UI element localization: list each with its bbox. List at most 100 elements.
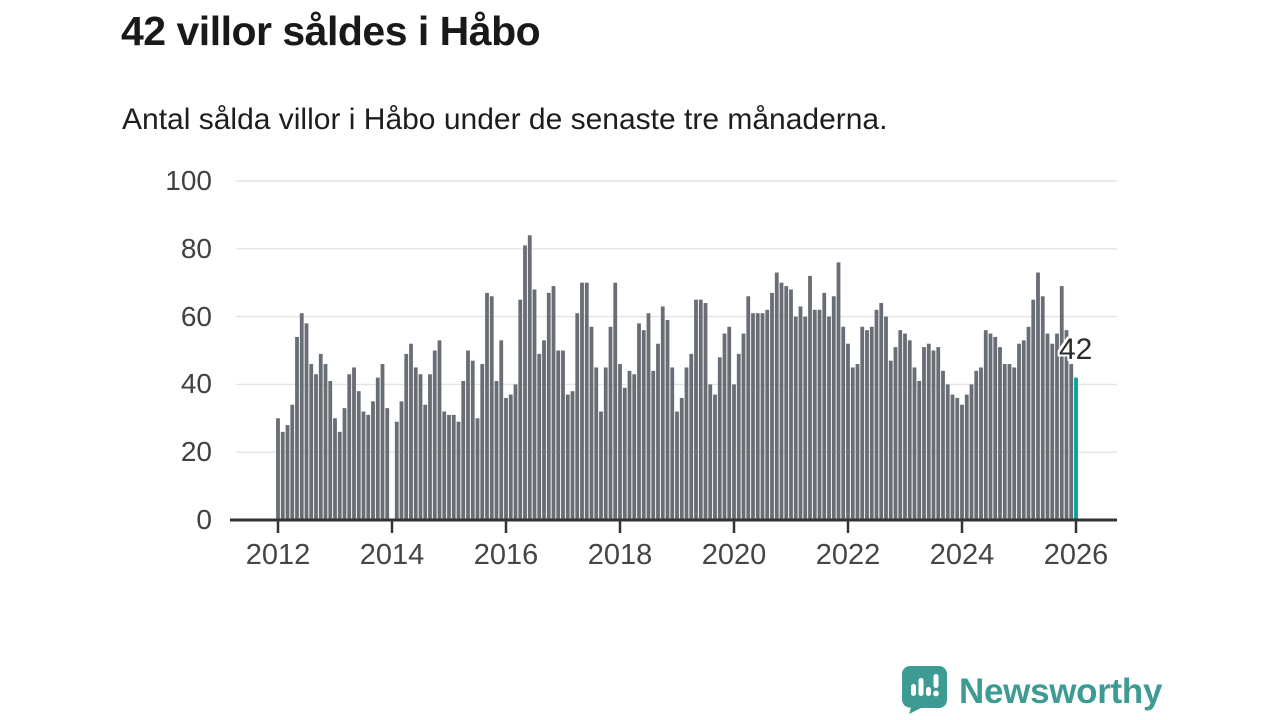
bar bbox=[361, 411, 366, 520]
bar bbox=[561, 350, 565, 520]
bar bbox=[855, 364, 860, 520]
bar bbox=[1069, 364, 1074, 520]
bar bbox=[793, 316, 798, 520]
y-tick-label: 20 bbox=[180, 436, 212, 468]
bar bbox=[660, 306, 665, 520]
bar bbox=[608, 326, 613, 520]
bar bbox=[542, 340, 546, 520]
bar bbox=[675, 411, 679, 520]
bar bbox=[556, 350, 561, 520]
bar bbox=[385, 408, 390, 520]
x-tick-label: 2016 bbox=[473, 539, 539, 571]
bar bbox=[371, 401, 375, 520]
newsworthy-logo[interactable]: Newsworthy bbox=[901, 665, 1162, 719]
bar bbox=[703, 303, 708, 520]
bar bbox=[713, 394, 717, 520]
bar bbox=[447, 414, 451, 520]
bars-layer bbox=[276, 235, 1078, 521]
bar bbox=[841, 326, 846, 520]
bar bbox=[565, 394, 570, 520]
x-tick-label: 2026 bbox=[1043, 539, 1109, 571]
bar bbox=[1012, 367, 1017, 520]
highlighted-bar bbox=[1074, 377, 1078, 520]
bar bbox=[637, 323, 641, 520]
bar bbox=[314, 374, 318, 520]
bar bbox=[347, 374, 352, 520]
bar bbox=[394, 421, 399, 520]
bar bbox=[456, 421, 461, 520]
bar bbox=[836, 262, 841, 520]
bar bbox=[784, 286, 789, 520]
bar bbox=[684, 367, 689, 520]
bar bbox=[979, 367, 983, 520]
bar bbox=[803, 316, 808, 520]
highlight-value-label: 42 bbox=[1059, 333, 1093, 366]
bar bbox=[333, 418, 337, 520]
bar bbox=[618, 364, 622, 520]
bar bbox=[983, 330, 988, 520]
bar bbox=[527, 235, 532, 521]
bar bbox=[551, 286, 556, 520]
bar bbox=[679, 397, 684, 520]
bar bbox=[603, 367, 608, 520]
bar bbox=[413, 367, 418, 520]
bar bbox=[504, 397, 508, 520]
bar bbox=[998, 347, 1002, 520]
bar bbox=[276, 418, 280, 520]
x-tick-label: 2012 bbox=[245, 539, 311, 571]
bar bbox=[694, 299, 698, 520]
bar bbox=[736, 353, 741, 520]
bar bbox=[903, 333, 907, 520]
bar bbox=[993, 336, 998, 520]
bar bbox=[523, 245, 527, 520]
bar bbox=[537, 353, 542, 520]
brand-wordmark: Newsworthy bbox=[959, 672, 1163, 711]
bar bbox=[941, 370, 945, 520]
bar bbox=[575, 313, 580, 520]
bar bbox=[485, 292, 489, 520]
bar bbox=[518, 299, 523, 520]
bar bbox=[290, 404, 295, 520]
bar bbox=[708, 384, 713, 520]
bar bbox=[1002, 364, 1007, 520]
bar bbox=[651, 370, 656, 520]
bar bbox=[470, 360, 475, 520]
bar bbox=[860, 326, 865, 520]
bar bbox=[342, 408, 347, 520]
bar bbox=[1036, 272, 1040, 520]
bar bbox=[489, 296, 494, 520]
bar bbox=[423, 404, 428, 520]
bar bbox=[746, 296, 751, 520]
bar bbox=[893, 347, 898, 520]
bar bbox=[285, 425, 290, 520]
bar bbox=[869, 326, 874, 520]
bar bbox=[475, 418, 480, 520]
bar bbox=[741, 333, 746, 520]
bar bbox=[280, 431, 285, 520]
bar bbox=[584, 282, 589, 520]
bar bbox=[299, 313, 304, 520]
bar bbox=[646, 313, 651, 520]
bar bbox=[442, 411, 447, 520]
bar bbox=[399, 401, 404, 520]
bar bbox=[760, 313, 765, 520]
bar bbox=[546, 292, 551, 520]
bar bbox=[955, 397, 960, 520]
bar bbox=[974, 370, 979, 520]
bar bbox=[1021, 340, 1026, 520]
bar bbox=[808, 275, 812, 520]
bar bbox=[969, 384, 974, 520]
chart-title: 42 villor såldes i Håbo bbox=[121, 8, 541, 54]
x-tick-label: 2022 bbox=[815, 539, 881, 571]
y-tick-label: 80 bbox=[180, 232, 212, 264]
bar bbox=[570, 391, 575, 520]
bar bbox=[922, 347, 926, 520]
bar bbox=[356, 391, 361, 520]
bar bbox=[717, 357, 722, 520]
bar bbox=[632, 374, 637, 520]
bar bbox=[304, 323, 309, 520]
bar bbox=[689, 353, 694, 520]
bar bbox=[812, 309, 817, 520]
bar bbox=[798, 306, 803, 520]
bar bbox=[822, 292, 827, 520]
